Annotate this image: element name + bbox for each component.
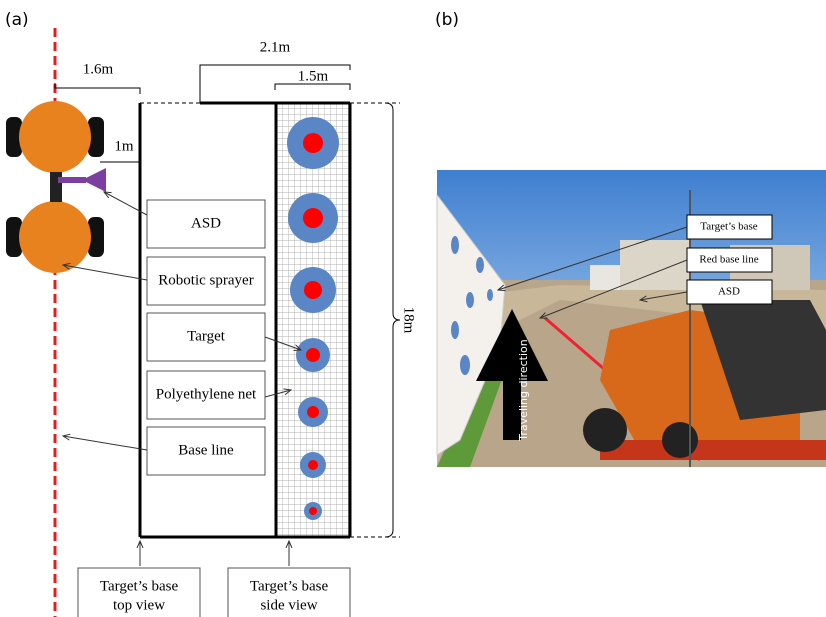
label: Robotic sprayer bbox=[158, 272, 253, 288]
figure: (a) (b) 1.6m 2.1m 1.5m 1m 18m ASD Robotic… bbox=[0, 0, 826, 617]
dimension-label: 18m bbox=[401, 307, 417, 334]
dimension-label: 2.1m bbox=[260, 39, 291, 55]
dimension-label: 1.6m bbox=[83, 61, 114, 77]
label: Red base line bbox=[699, 254, 758, 266]
label: Base line bbox=[178, 442, 234, 458]
panel-label: (b) bbox=[435, 10, 459, 30]
direction-label: Traveling direction bbox=[517, 339, 530, 441]
robot bbox=[6, 101, 106, 273]
label: ASD bbox=[191, 215, 221, 231]
panel-label: (a) bbox=[5, 10, 29, 30]
label: ASD bbox=[718, 286, 740, 298]
label: Target bbox=[187, 328, 226, 344]
label: Target’s base bbox=[100, 578, 179, 594]
label: side view bbox=[260, 597, 317, 613]
label: top view bbox=[113, 597, 165, 613]
dimension-label: 1.5m bbox=[298, 68, 329, 84]
label: Target’s base bbox=[700, 221, 757, 233]
label: Polyethylene net bbox=[156, 386, 257, 402]
label: Target’s base bbox=[250, 578, 329, 594]
dimension-label: 1m bbox=[114, 138, 134, 154]
